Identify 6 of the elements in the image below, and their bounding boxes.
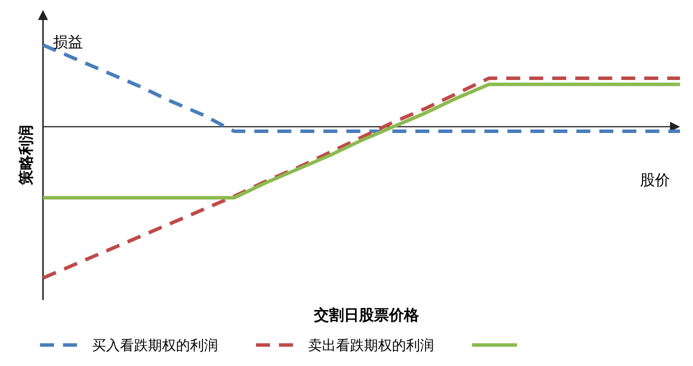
- x-axis-title: 交割日股票价格: [313, 306, 420, 324]
- y-axis-title: 策略利润: [17, 125, 35, 186]
- annotation: 股价: [640, 171, 670, 189]
- legend-label: 买入看跌期权的利润: [92, 338, 218, 354]
- annotation: 损益: [53, 33, 83, 51]
- legend-label: 卖出看跌期权的利润: [308, 338, 434, 354]
